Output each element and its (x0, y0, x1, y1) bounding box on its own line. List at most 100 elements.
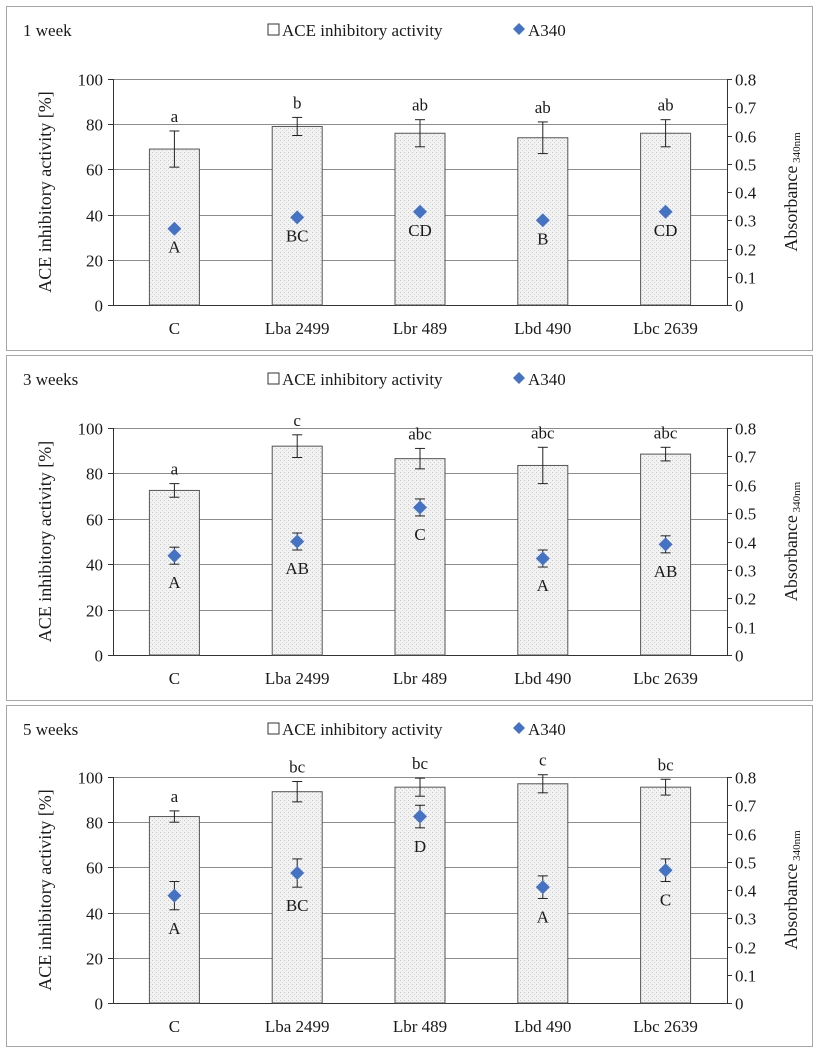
bar-letter-label: bc (289, 758, 306, 777)
a340-marker (535, 551, 550, 566)
y2-axis-title-sub: 340nm (791, 132, 803, 166)
marker-letter-label: BC (286, 896, 309, 915)
legend: ACE inhibitory activity A340 (267, 720, 566, 739)
y2-tick-label: 0.4 (735, 534, 757, 553)
y2-axis-title-sub: 340nm (791, 481, 803, 515)
legend: ACE inhibitory activity A340 (267, 370, 566, 389)
y-tick-label: 60 (86, 161, 103, 180)
a340-marker (290, 534, 305, 549)
bar-letter-label: c (293, 411, 301, 430)
x-tick-label: Lba 2499 (265, 1017, 330, 1036)
panel-label: 5 weeks (23, 720, 78, 739)
y2-tick-label: 0.3 (735, 562, 756, 581)
legend-bar-swatch (267, 372, 280, 385)
legend-marker-label: A340 (528, 720, 566, 739)
bar-letter-label: c (539, 751, 547, 770)
marker-letter-label: B (537, 229, 548, 248)
bar (640, 132, 692, 306)
a340-marker (290, 866, 305, 881)
y-axis-title: ACE inhibitory activity [%] (35, 441, 55, 642)
a340-marker (167, 548, 182, 563)
y2-tick-label: 0.8 (735, 420, 756, 439)
x-tick-label: Lba 2499 (265, 319, 330, 338)
y-tick-label: 60 (86, 859, 103, 878)
x-tick-label: C (169, 669, 180, 688)
y-tick-label: 0 (95, 647, 104, 666)
y2-axis-title-main: Absorbance (781, 515, 801, 601)
x-tick-label: Lbr 489 (393, 1017, 447, 1036)
a340-marker (413, 204, 427, 219)
y-tick-label: 0 (95, 995, 104, 1014)
legend-bar-swatch (267, 23, 280, 36)
y-tick-label: 0 (95, 297, 104, 316)
a340-marker (535, 213, 550, 228)
x-tick-label: C (169, 319, 180, 338)
chart-panel-1: 1 week ACE inhibitory activity A340 0 20 40 60… (6, 6, 813, 351)
legend-marker-label: A340 (528, 21, 566, 40)
y2-tick-label: 0.8 (735, 769, 756, 788)
marker-letter-label: AB (285, 559, 309, 578)
y2-tick-label: 0.5 (735, 505, 756, 524)
y2-tick-label: 0.7 (735, 448, 757, 467)
a340-marker (658, 863, 673, 878)
y-axis-title: ACE inhibitory activity [%] (35, 789, 55, 990)
y2-axis-title-main: Absorbance (781, 166, 801, 252)
a340-marker (535, 880, 550, 895)
x-tick-label: Lbc 2639 (633, 319, 698, 338)
y-tick-label: 40 (86, 556, 103, 575)
x-tick-label: C (169, 1017, 180, 1036)
x-tick-label: Lbd 490 (514, 319, 571, 338)
bar-letter-label: a (171, 107, 179, 126)
y2-tick-label: 0.4 (735, 882, 757, 901)
y2-tick-label: 0.6 (735, 826, 756, 845)
legend-bar-swatch (267, 722, 280, 735)
y2-tick-label: 0 (735, 297, 744, 316)
x-tick-label: Lbc 2639 (633, 1017, 698, 1036)
bar (148, 489, 200, 656)
bar-letter-label: abc (531, 423, 555, 442)
bar (271, 445, 323, 656)
a340-marker (167, 221, 182, 236)
y-tick-label: 20 (86, 252, 103, 271)
y2-axis-title-sub: 340nm (791, 830, 803, 864)
bar-letter-label: abc (408, 424, 432, 443)
y-tick-label: 20 (86, 950, 103, 969)
legend-marker-swatch (513, 23, 525, 35)
x-tick-label: Lbr 489 (393, 669, 447, 688)
legend-bar-label: ACE inhibitory activity (282, 21, 443, 40)
marker-letter-label: AB (654, 562, 678, 581)
marker-letter-label: A (168, 573, 181, 592)
y2-axis-title: Absorbance 340nm (781, 481, 803, 601)
y-tick-label: 80 (86, 116, 103, 135)
bar (394, 132, 446, 306)
bar-letter-label: a (171, 460, 179, 479)
panel-label: 1 week (23, 21, 72, 40)
y-tick-label: 40 (86, 207, 103, 226)
marker-letter-label: D (414, 837, 426, 856)
marker-letter-label: CD (408, 221, 432, 240)
chart-panel-2: 3 weeks ACE inhibitory activity A340 0 20 40 6… (6, 355, 813, 701)
y-tick-label: 40 (86, 905, 103, 924)
bar-letter-label: abc (654, 423, 678, 442)
legend-bar-label: ACE inhibitory activity (282, 370, 443, 389)
x-tick-label: Lbr 489 (393, 319, 447, 338)
y2-tick-label: 0.1 (735, 269, 756, 288)
y2-tick-label: 0.4 (735, 184, 757, 203)
panel-label: 3 weeks (23, 370, 78, 389)
y2-tick-label: 0.2 (735, 590, 756, 609)
marker-letter-label: CD (654, 221, 678, 240)
y2-tick-label: 0.3 (735, 910, 756, 929)
a340-marker (167, 888, 182, 903)
a340-marker (413, 500, 427, 515)
y-tick-label: 80 (86, 465, 103, 484)
y2-tick-label: 0.5 (735, 854, 756, 873)
y2-tick-label: 0.6 (735, 477, 756, 496)
bar-letter-label: ab (535, 98, 551, 117)
legend-marker-label: A340 (528, 370, 566, 389)
a340-marker (658, 537, 673, 552)
legend-marker-swatch (513, 722, 525, 734)
y2-tick-label: 0.6 (735, 128, 756, 147)
marker-letter-label: A (168, 238, 181, 257)
